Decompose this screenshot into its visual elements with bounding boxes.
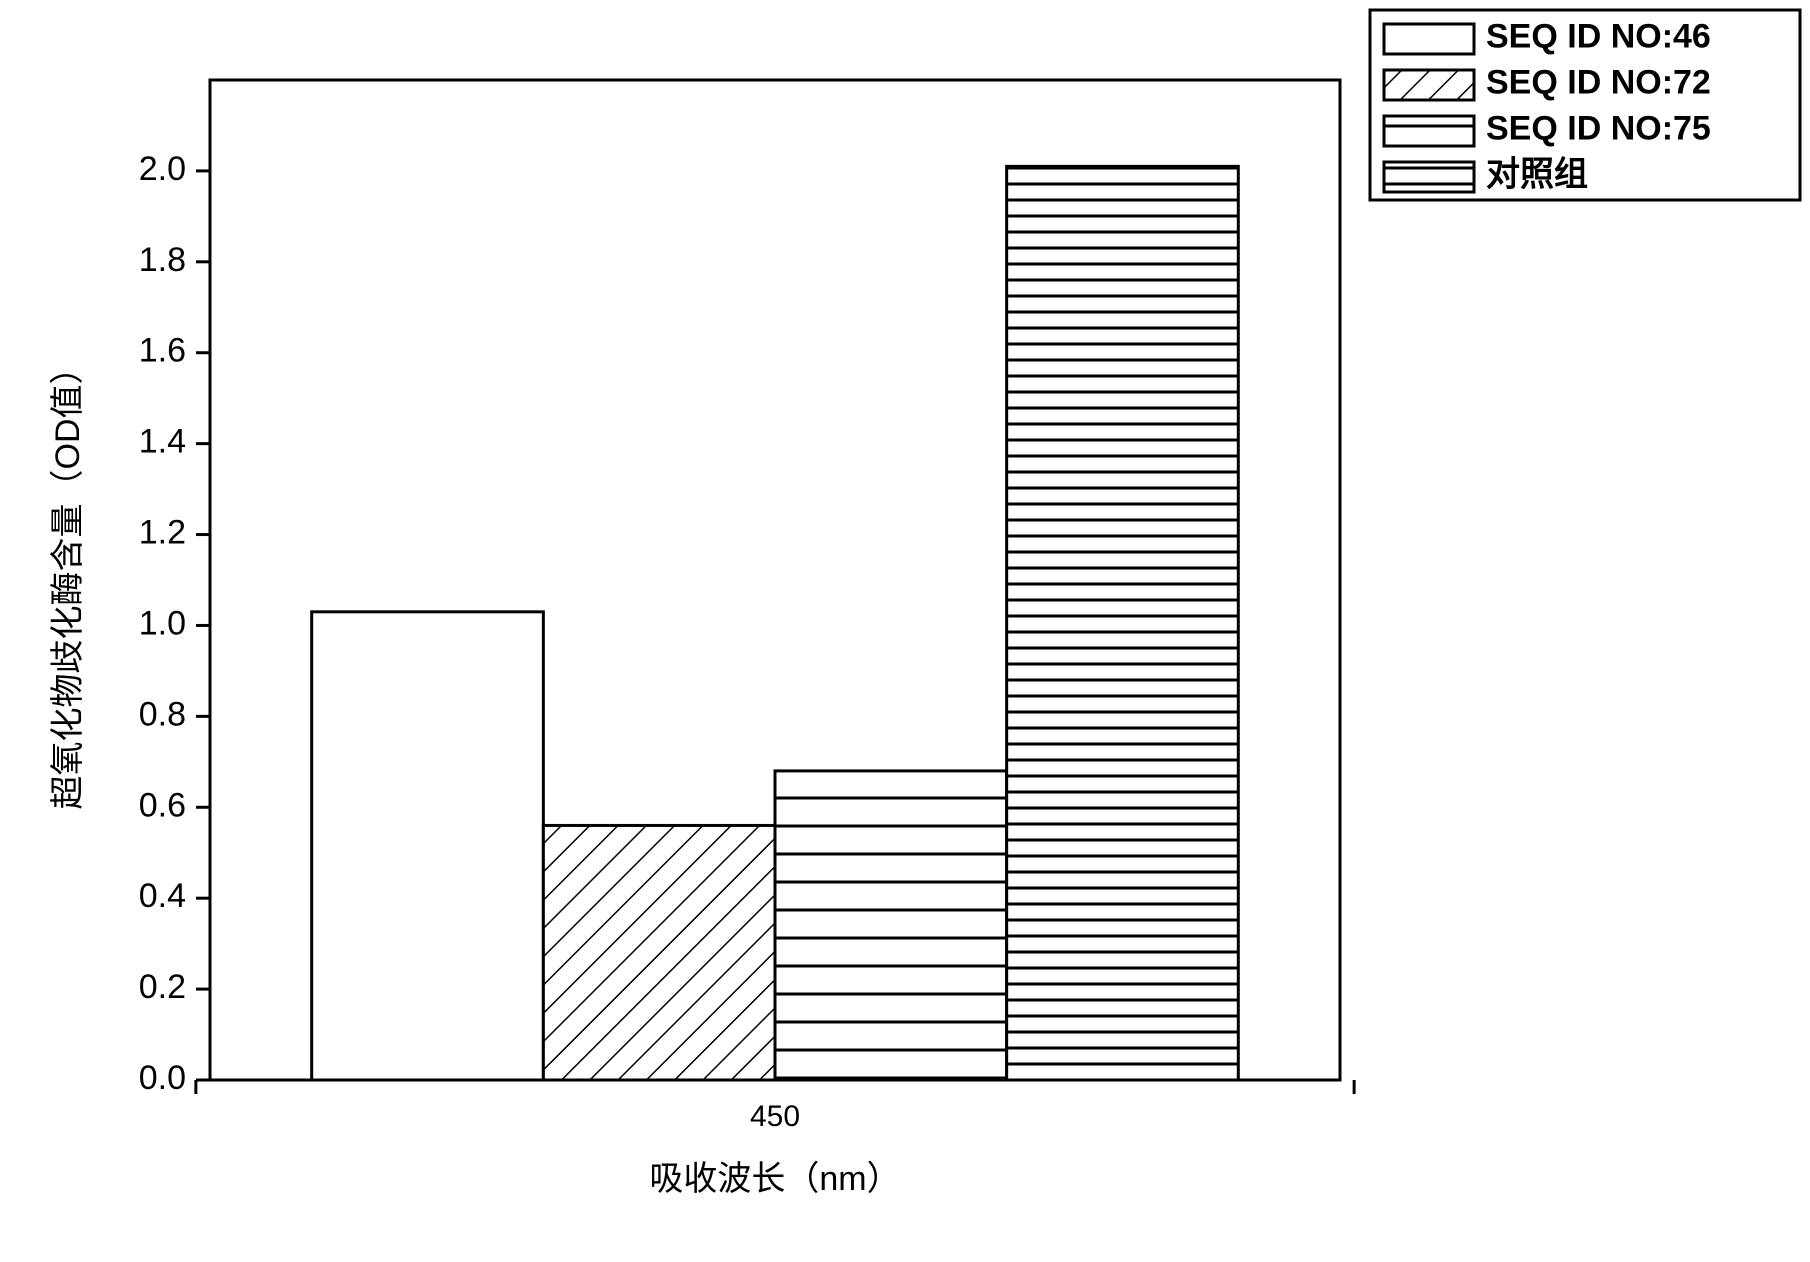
y-tick-label: 1.4 [139, 423, 186, 461]
y-tick-label: 0.4 [139, 877, 186, 915]
bar [312, 612, 544, 1080]
x-category-label: 450 [750, 1100, 800, 1133]
legend-label: SEQ ID NO:46 [1486, 17, 1711, 55]
y-tick-label: 0.2 [139, 968, 186, 1006]
y-tick-label: 2.0 [139, 150, 186, 188]
legend-swatch [1384, 116, 1474, 146]
y-tick-label: 1.8 [139, 241, 186, 279]
legend-label: SEQ ID NO:72 [1486, 63, 1711, 101]
chart-container: 0.0 0.2 0.4 0.6 0.8 1.0 1.2 1.4 1.6 1.8 2.0 超氧化物歧化酶… [0, 0, 1810, 1262]
legend-swatch [1384, 70, 1474, 100]
y-tick-label: 1.2 [139, 514, 186, 552]
y-tick-label: 0.8 [139, 695, 186, 733]
y-tick-label: 0.6 [139, 786, 186, 824]
bar [1007, 166, 1239, 1080]
legend-label: 对照组 [1486, 155, 1588, 193]
legend-swatch [1384, 24, 1474, 54]
bar [775, 771, 1007, 1080]
y-tick-label: 1.6 [139, 332, 186, 370]
legend: SEQ ID NO:46 SEQ ID NO:72 SEQ ID NO:75 对照组 [1370, 10, 1800, 200]
legend-swatch [1384, 162, 1474, 192]
x-axis-label: 吸收波长（nm） [649, 1160, 900, 1198]
y-tick-label: 1.0 [139, 604, 186, 642]
bar-chart: 0.0 0.2 0.4 0.6 0.8 1.0 1.2 1.4 1.6 1.8 2.0 超氧化物歧化酶… [0, 0, 1810, 1262]
bar [543, 825, 775, 1080]
y-axis-label: 超氧化物歧化酶含量（OD值） [49, 351, 87, 810]
y-tick-label: 0.0 [139, 1059, 186, 1097]
legend-label: SEQ ID NO:75 [1486, 109, 1711, 147]
